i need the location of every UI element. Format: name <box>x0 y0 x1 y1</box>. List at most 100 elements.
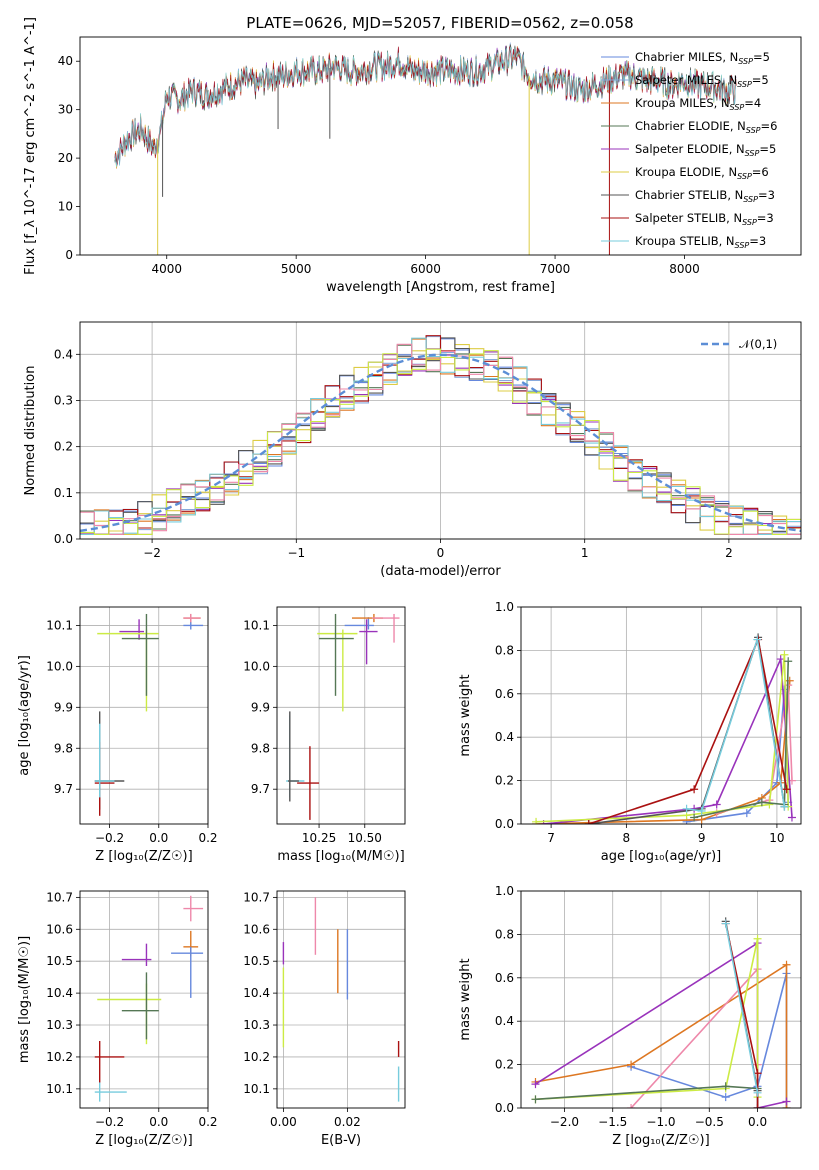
legend-subscript: SSP <box>746 126 761 135</box>
data-point <box>94 723 115 798</box>
x-tick-label: −1.0 <box>646 1115 675 1129</box>
weight-marker <box>697 815 706 824</box>
y-tick-label: 10.4 <box>243 986 270 1000</box>
x-axis-label: Z [log₁₀(Z/Z☉)] <box>612 1133 709 1148</box>
plot-content <box>94 895 204 1102</box>
y-tick-label: 1.0 <box>495 600 514 614</box>
x-axis-label: age [log₁₀(age/yr)] <box>601 849 722 864</box>
axes-frame <box>520 606 802 825</box>
x-tick-label: 0.2 <box>198 1115 217 1129</box>
residual-histogram <box>80 343 801 535</box>
data-point <box>372 613 400 643</box>
y-tick-label: 10.3 <box>243 1018 270 1032</box>
weight-line <box>686 639 786 812</box>
x-tick-label: −0.2 <box>95 1115 124 1129</box>
legend-value: =3 <box>758 188 775 202</box>
y-tick-label: 9.8 <box>251 741 270 755</box>
weight-line <box>724 923 759 1093</box>
legend-value: =6 <box>752 165 769 179</box>
weight-line <box>693 661 789 819</box>
y-tick-label: 10.1 <box>46 618 73 632</box>
y-tick-label: 10.0 <box>243 659 270 673</box>
y-tick-label: 20 <box>58 151 73 165</box>
legend-value: =3 <box>757 211 774 225</box>
y-tick-label: 0.3 <box>54 393 73 407</box>
y-tick-label: 9.7 <box>54 782 73 796</box>
weight-marker <box>782 960 791 969</box>
legend-label: Chabrier MILES, NSSP=5 <box>635 50 770 66</box>
x-tick-label: 0 <box>437 546 445 560</box>
y-tick-label: 0.4 <box>54 347 73 361</box>
weight-marker <box>787 813 796 822</box>
y-tick-label: 0.1 <box>54 486 73 500</box>
legend-value: =6 <box>761 119 778 133</box>
axes-frame <box>520 890 802 1109</box>
legend-subscript: SSP <box>743 195 758 204</box>
x-tick-label: 10 <box>769 831 784 845</box>
data-point <box>183 613 201 623</box>
weight-marker <box>765 800 774 809</box>
y-tick-label: 10.5 <box>243 954 270 968</box>
y-tick-label: 10.2 <box>243 1050 270 1064</box>
x-tick-label: −0.5 <box>695 1115 724 1129</box>
x-tick-label: −0.2 <box>95 831 124 845</box>
weight-marker <box>780 650 789 659</box>
legend-label: Salpeter ELODIE, NSSP=5 <box>635 142 776 158</box>
x-tick-label: −1 <box>287 546 305 560</box>
panel-residuals: −2 −1 0 1 2 0.0 0.1 0.2 0.3 0.4 (data-model)/error… <box>23 321 802 579</box>
y-tick-label: 10.1 <box>243 1082 270 1096</box>
x-tick-label: 8000 <box>669 262 700 276</box>
x-axis-label: Z [log₁₀(Z/Z☉)] <box>95 1133 192 1148</box>
plot-area <box>521 607 801 824</box>
plot-content <box>531 917 791 1108</box>
x-tick-label: 0.02 <box>334 1115 361 1129</box>
x-axis-label: mass [log₁₀(M/M☉)] <box>277 849 404 864</box>
weight-marker <box>742 809 751 818</box>
plot-content <box>286 613 400 820</box>
y-tick-label: 10.6 <box>46 922 73 936</box>
x-tick-label: 10.50 <box>348 831 382 845</box>
y-tick-label: 0.4 <box>495 1014 514 1028</box>
weight-marker <box>753 635 762 644</box>
x-tick-label: 8 <box>623 831 631 845</box>
y-axis-label: age [log₁₀(age/yr)] <box>17 655 32 776</box>
axes-frame <box>79 36 802 256</box>
legend-value: =5 <box>752 73 769 87</box>
data-point <box>183 895 204 922</box>
y-tick-label: 10.6 <box>243 922 270 936</box>
legend-value: =5 <box>753 50 770 64</box>
figure-title: PLATE=0626, MJD=52057, FIBERID=0562, z=0… <box>246 14 633 32</box>
panel-weight_vs_age: 7 8 9 10 0.0 0.2 0.4 0.6 0.8 1.0 age [log₁₀(age/yr… <box>458 600 802 864</box>
plot-content <box>94 613 204 816</box>
y-tick-label: 30 <box>58 103 73 117</box>
weight-marker <box>782 785 791 794</box>
weight-marker <box>753 934 762 943</box>
legend-subscript: SSP <box>742 218 757 227</box>
y-tick-label: 0.2 <box>54 440 73 454</box>
legend-label: Chabrier STELIB, NSSP=3 <box>635 188 775 204</box>
data-point <box>297 746 320 820</box>
plot-area <box>277 607 405 824</box>
legend-label: Kroupa STELIB, NSSP=3 <box>635 234 766 250</box>
weight-line <box>588 636 788 824</box>
plots-layer: 4000 5000 6000 7000 8000010203040wavelength … <box>17 17 802 1148</box>
x-tick-label: 7 <box>547 831 555 845</box>
y-tick-label: 9.8 <box>54 741 73 755</box>
y-tick-label: 9.7 <box>251 782 270 796</box>
y-axis-label: Flux [f_λ 10^-17 erg cm^-2 s^-1 A^-1] <box>23 17 38 275</box>
y-tick-label: 10.2 <box>46 1050 73 1064</box>
weight-marker <box>690 813 699 822</box>
y-tick-label: 0.0 <box>495 1101 514 1115</box>
y-tick-label: 0.8 <box>495 643 514 657</box>
y-tick-label: 0.0 <box>495 817 514 831</box>
y-tick-label: 0.6 <box>495 971 514 985</box>
weight-marker <box>782 1097 791 1106</box>
axes-frame <box>79 321 802 540</box>
spectrum-line <box>114 46 737 165</box>
y-tick-label: 0.2 <box>495 774 514 788</box>
weight-marker <box>780 802 789 811</box>
y-tick-label: 0 <box>65 248 73 262</box>
weight-marker <box>784 657 793 666</box>
y-axis-label: Normed distribution <box>23 366 38 496</box>
legend-value: =5 <box>759 142 776 156</box>
